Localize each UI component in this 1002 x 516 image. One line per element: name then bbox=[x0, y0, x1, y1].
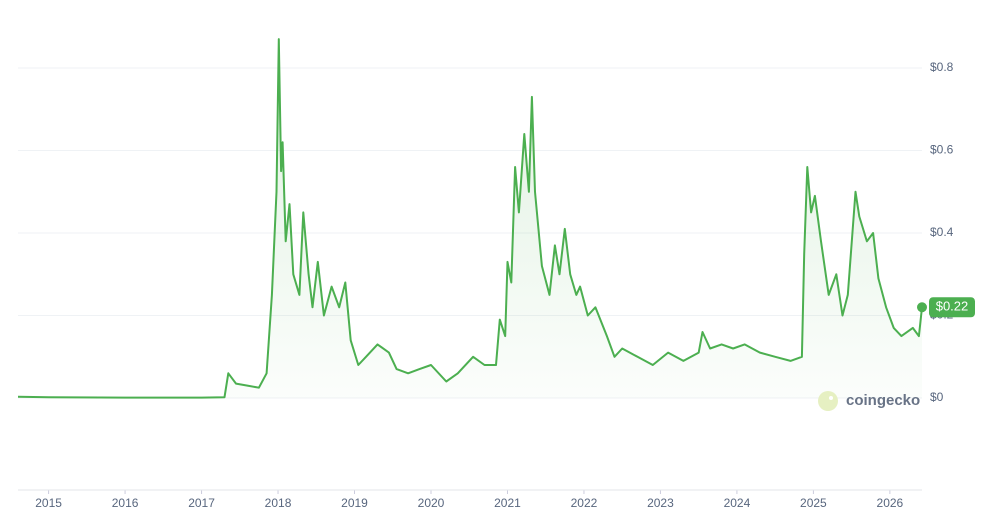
x-tick-label: 2026 bbox=[877, 496, 904, 510]
last-price-dot bbox=[917, 302, 927, 313]
x-tick-label: 2017 bbox=[188, 496, 215, 510]
x-tick-label: 2022 bbox=[571, 496, 598, 510]
y-tick-label: $0.8 bbox=[930, 60, 954, 74]
y-tick-label: $0.6 bbox=[930, 143, 954, 157]
x-tick-label: 2015 bbox=[35, 496, 62, 510]
watermark: coingecko bbox=[818, 391, 920, 411]
watermark-logo-eye bbox=[829, 396, 833, 400]
x-tick-label: 2016 bbox=[112, 496, 139, 510]
x-tick-label: 2023 bbox=[647, 496, 674, 510]
x-tick-label: 2018 bbox=[265, 496, 292, 510]
y-tick-label: $0 bbox=[930, 390, 944, 404]
last-price-label: $0.22 bbox=[936, 299, 969, 314]
x-tick-label: 2021 bbox=[494, 496, 521, 510]
y-tick-label: $0.4 bbox=[930, 225, 954, 239]
x-tick-label: 2020 bbox=[418, 496, 445, 510]
last-price-badge bbox=[929, 297, 975, 318]
x-tick-label: 2025 bbox=[800, 496, 827, 510]
x-tick-label: 2019 bbox=[341, 496, 368, 510]
area bbox=[18, 39, 922, 398]
watermark-logo bbox=[818, 391, 838, 411]
watermark-text: coingecko bbox=[846, 392, 920, 409]
plot: $0$0.2$0.4$0.6$0.82015201620172018201920… bbox=[17, 38, 975, 510]
x-tick-label: 2024 bbox=[724, 496, 751, 510]
price-line bbox=[17, 38, 923, 399]
